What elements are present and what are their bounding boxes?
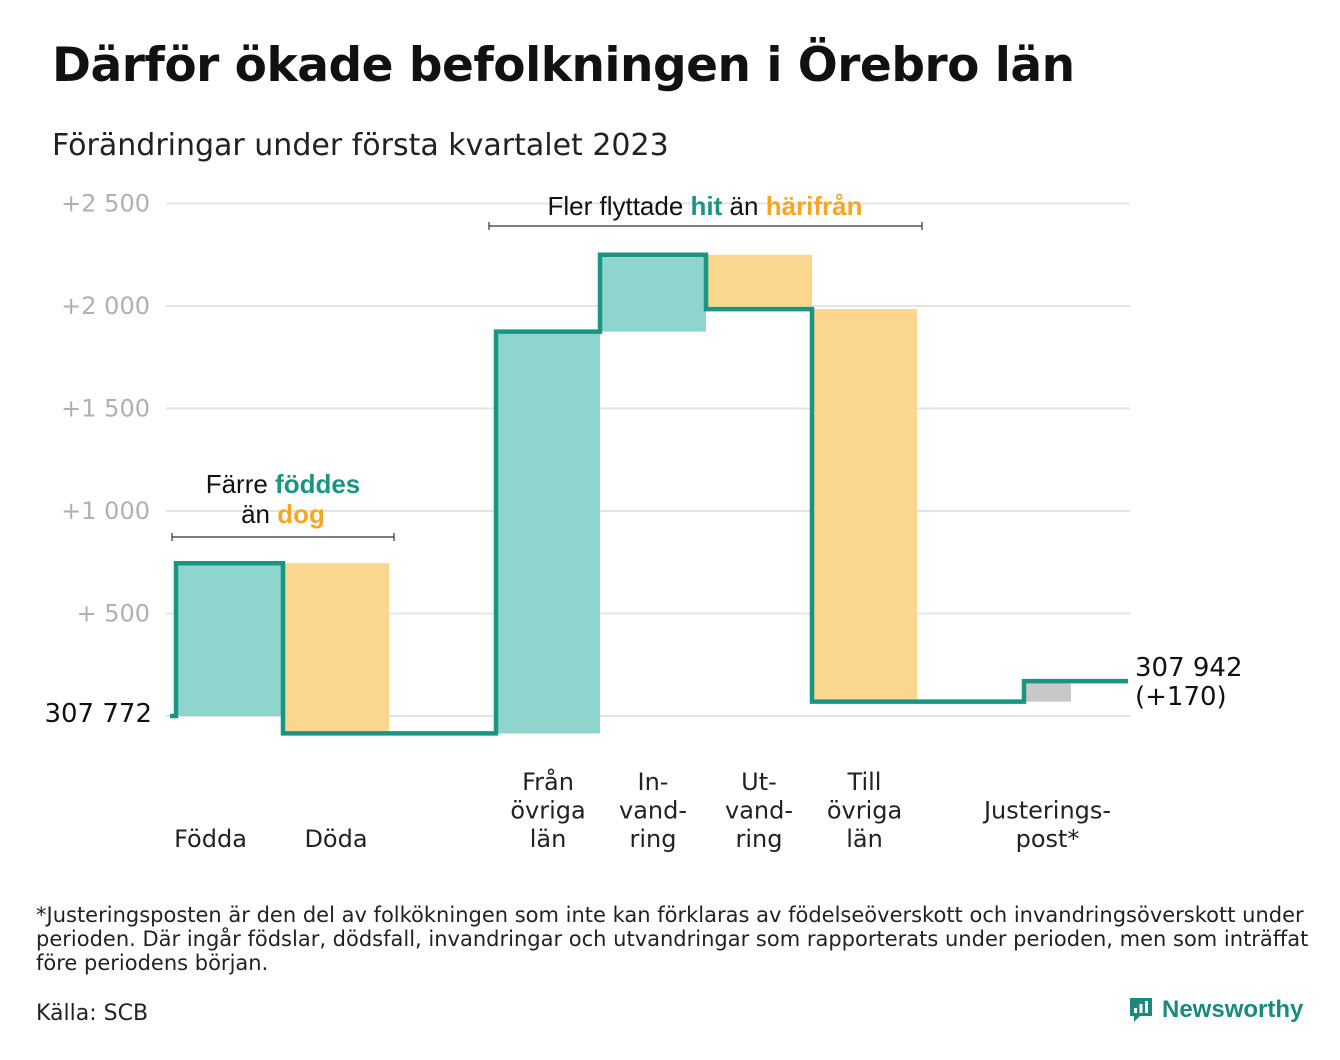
- chart-subtitle: Förändringar under första kvartalet 2023: [52, 128, 669, 163]
- waterfall-bar: [496, 331, 600, 734]
- category-labels: Födda Döda Från övriga län In-vand-ring Ut-van…: [174, 767, 1111, 853]
- step-line-layer: [170, 252, 1128, 736]
- y-tick-label: +2 500: [61, 190, 150, 218]
- newsworthy-logo: Newsworthy: [1128, 996, 1303, 1024]
- category-label: Ut-vand-ring: [725, 768, 793, 853]
- source-label: Källa: SCB: [36, 1001, 149, 1026]
- waterfall-chart: + 500 +1 000 +1 500 +2 000 +2 500 Färre född…: [44, 190, 1243, 854]
- brand-name: Newsworthy: [1162, 996, 1304, 1023]
- waterfall-bar: [600, 254, 706, 332]
- births-annotation: Färre föddes än dog: [171, 469, 395, 541]
- start-value-label: 307 772: [44, 699, 152, 729]
- births-bracket: [171, 533, 395, 541]
- moves-annotation-text: Fler flyttade hit än härifrån: [547, 191, 862, 221]
- waterfall-bar: [176, 563, 283, 716]
- moves-bracket: [488, 222, 923, 230]
- births-annotation-line1: Färre föddes: [206, 469, 361, 499]
- category-label: In-vand-ring: [619, 768, 687, 853]
- waterfall-bar: [706, 254, 812, 310]
- newsworthy-icon: [1130, 998, 1152, 1022]
- y-tick-label: +1 500: [61, 395, 150, 423]
- y-tick-label: +1 000: [61, 497, 150, 525]
- waterfall-bar: [283, 563, 389, 734]
- moves-annotation: Fler flyttade hit än härifrån: [488, 191, 923, 230]
- category-label: Justerings-post*: [982, 797, 1111, 854]
- y-tick-label: +2 000: [61, 292, 150, 320]
- end-change-label: (+170): [1135, 682, 1227, 712]
- footnote: *Justeringsposten är den del av folkökni…: [36, 903, 1309, 975]
- bars: [176, 254, 1071, 734]
- category-label: Födda: [174, 825, 247, 853]
- y-axis-ticks: + 500 +1 000 +1 500 +2 000 +2 500: [61, 190, 150, 628]
- cumulative-step-line: [170, 252, 1128, 736]
- chart-title: Därför ökade befolkningen i Örebro län: [52, 38, 1075, 93]
- category-label: Till övriga län: [827, 768, 902, 853]
- births-annotation-line2: än dog: [241, 499, 325, 529]
- category-label: Döda: [304, 825, 367, 853]
- category-label: Från övriga län: [510, 767, 585, 853]
- waterfall-bar: [1024, 681, 1071, 702]
- y-tick-label: + 500: [76, 600, 150, 628]
- end-value-label: 307 942: [1135, 653, 1243, 683]
- waterfall-bar: [812, 309, 917, 702]
